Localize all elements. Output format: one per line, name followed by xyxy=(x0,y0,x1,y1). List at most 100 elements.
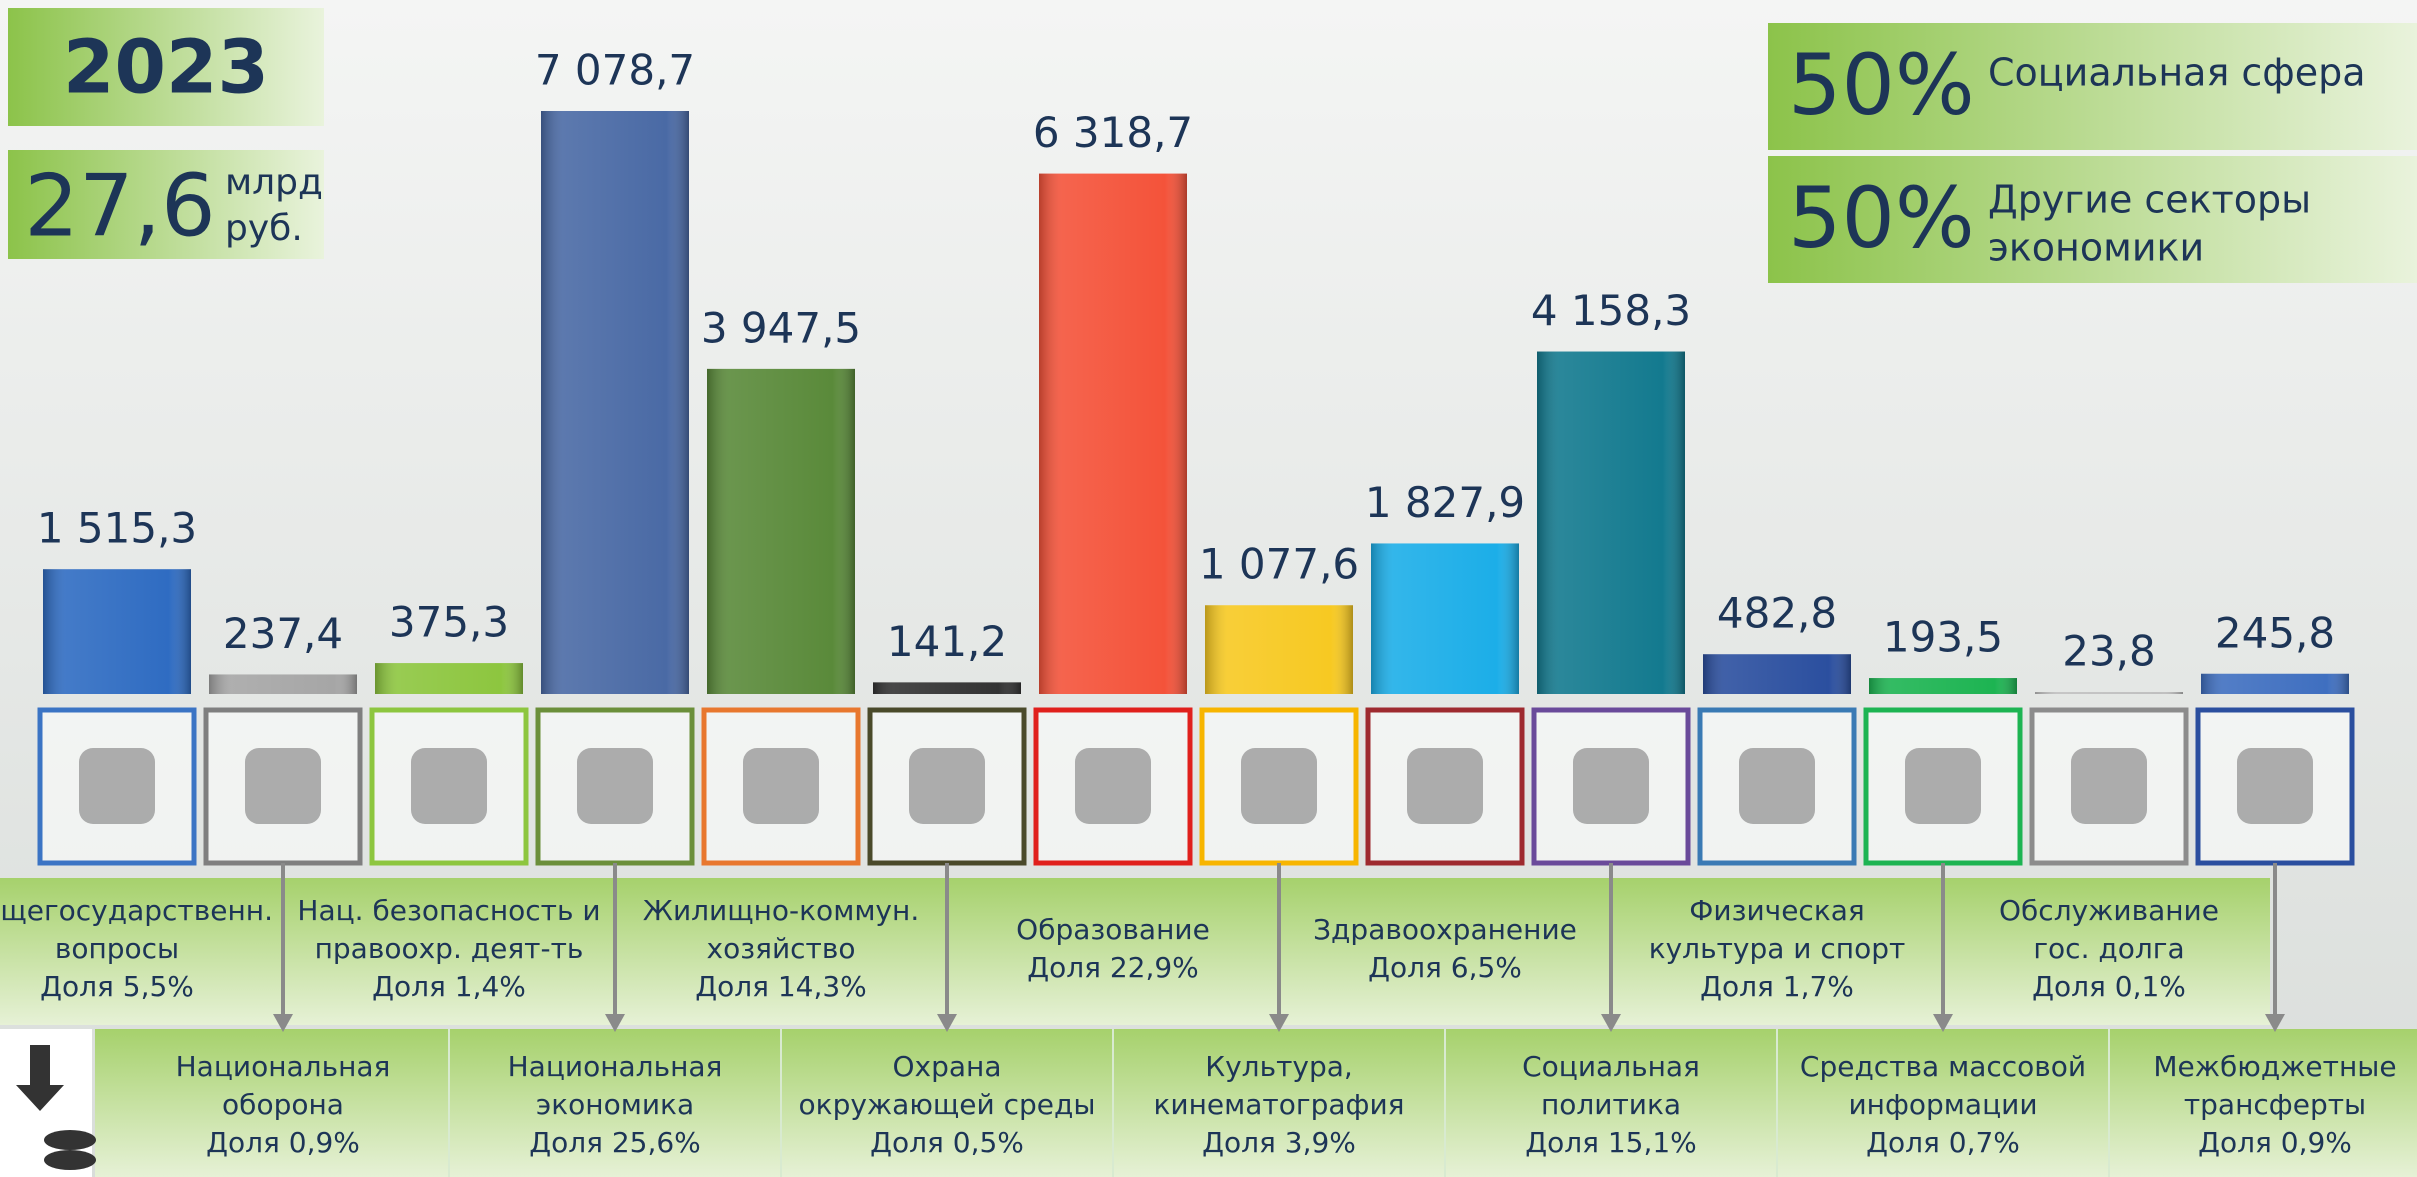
value-label: 6 318,7 xyxy=(1033,108,1193,157)
arrow-head xyxy=(605,1014,625,1032)
bar-gloss xyxy=(1205,605,1353,694)
icon xyxy=(1573,748,1649,824)
value-label: 1 515,3 xyxy=(37,504,197,553)
value-label: 245,8 xyxy=(2215,608,2335,657)
category-label: Жилищно-коммун. xyxy=(643,894,919,927)
category-share: Доля 0,9% xyxy=(206,1126,360,1159)
category-label: Нац. безопасность и xyxy=(297,894,600,927)
logo-coin xyxy=(44,1150,96,1170)
arrow-head xyxy=(937,1014,957,1032)
value-label: 7 078,7 xyxy=(535,46,695,95)
category-label: Национальная xyxy=(508,1050,723,1083)
category-label: Общегосударственн. xyxy=(0,894,273,927)
category-label: Образование xyxy=(1016,913,1210,946)
bar-gloss xyxy=(1371,543,1519,694)
category-share: Доля 0,1% xyxy=(2032,970,2186,1003)
icon xyxy=(909,748,985,824)
category-label: кинематография xyxy=(1154,1088,1405,1121)
value-label: 23,8 xyxy=(2062,627,2156,676)
arrow-head xyxy=(1601,1014,1621,1032)
bar-gloss xyxy=(43,569,191,694)
icon xyxy=(411,748,487,824)
value-label: 193,5 xyxy=(1883,613,2003,662)
lower-band xyxy=(95,1029,2417,1177)
total-unit: руб. xyxy=(225,208,303,249)
bar-gloss xyxy=(1039,173,1187,695)
icon-box xyxy=(701,707,861,866)
category-label: окружающей среды xyxy=(799,1088,1096,1121)
category-label: Межбюджетные xyxy=(2153,1050,2396,1083)
bar-gloss xyxy=(2035,692,2183,694)
category-label: Социальная xyxy=(1522,1050,1700,1083)
arrow-head xyxy=(2265,1014,2285,1032)
category-label: правоохр. деят-ть xyxy=(315,932,584,965)
category-share: Доля 1,4% xyxy=(372,970,526,1003)
icon xyxy=(743,748,819,824)
arrow-head xyxy=(1269,1014,1289,1032)
value-label: 141,2 xyxy=(887,617,1007,666)
icon xyxy=(1905,748,1981,824)
category-label: гос. долга xyxy=(2033,932,2184,965)
upper-band xyxy=(0,878,2270,1025)
year-box xyxy=(8,8,324,126)
category-label: Физическая xyxy=(1689,894,1864,927)
icon xyxy=(1075,748,1151,824)
icon-box xyxy=(1033,707,1193,866)
category-share: Доля 0,9% xyxy=(2198,1126,2352,1159)
category-share: Доля 15,1% xyxy=(1525,1126,1697,1159)
value-label: 482,8 xyxy=(1717,589,1837,638)
bar-gloss xyxy=(375,663,523,694)
logo-coin xyxy=(44,1130,96,1150)
logo-icon xyxy=(16,1045,64,1111)
value-label: 375,3 xyxy=(389,598,509,647)
bar-gloss xyxy=(209,674,357,694)
bar-gloss xyxy=(1869,678,2017,694)
category-label: Средства массовой xyxy=(1800,1050,2086,1083)
bar-gloss xyxy=(1537,351,1685,694)
category-label: вопросы xyxy=(55,932,179,965)
share-label: экономики xyxy=(1988,226,2204,270)
icon xyxy=(2071,748,2147,824)
category-label: хозяйство xyxy=(707,932,856,965)
category-label: политика xyxy=(1541,1088,1681,1121)
category-label: Обслуживание xyxy=(1999,894,2219,927)
category-share: Доля 6,5% xyxy=(1368,951,1522,984)
bar-gloss xyxy=(1703,654,1851,694)
value-label: 3 947,5 xyxy=(701,303,861,352)
category-label: экономика xyxy=(536,1088,694,1121)
bar-gloss xyxy=(873,682,1021,694)
share-label: Другие секторы xyxy=(1988,178,2311,222)
category-share: Доля 3,9% xyxy=(1202,1126,1356,1159)
category-label: Национальная xyxy=(176,1050,391,1083)
category-label: трансферты xyxy=(2184,1088,2366,1121)
category-share: Доля 0,5% xyxy=(870,1126,1024,1159)
category-label: Здравоохранение xyxy=(1313,913,1577,946)
bar-gloss xyxy=(2201,673,2349,694)
total-unit: млрд xyxy=(225,162,323,203)
category-label: Культура, xyxy=(1205,1050,1353,1083)
total: 27,6 xyxy=(24,156,215,256)
share-box xyxy=(1768,156,2417,283)
category-share: Доля 14,3% xyxy=(695,970,867,1003)
category-label: культура и спорт xyxy=(1649,932,1906,965)
icon xyxy=(2237,748,2313,824)
value-label: 4 158,3 xyxy=(1531,286,1691,335)
value-label: 237,4 xyxy=(223,609,343,658)
share-value: 50% xyxy=(1788,36,1975,134)
category-label: оборона xyxy=(222,1088,344,1121)
value-label: 1 077,6 xyxy=(1199,540,1359,589)
share-label: Социальная сфера xyxy=(1988,51,2366,95)
category-share: Доля 5,5% xyxy=(40,970,194,1003)
icon xyxy=(1739,748,1815,824)
category-share: Доля 1,7% xyxy=(1700,970,1854,1003)
icon xyxy=(577,748,653,824)
category-share: Доля 25,6% xyxy=(529,1126,701,1159)
bar-gloss xyxy=(541,111,689,694)
share-box xyxy=(1768,23,2417,150)
arrow-head xyxy=(1933,1014,1953,1032)
bar-gloss xyxy=(707,368,855,694)
total-box xyxy=(8,150,324,259)
arrow-head xyxy=(273,1014,293,1032)
